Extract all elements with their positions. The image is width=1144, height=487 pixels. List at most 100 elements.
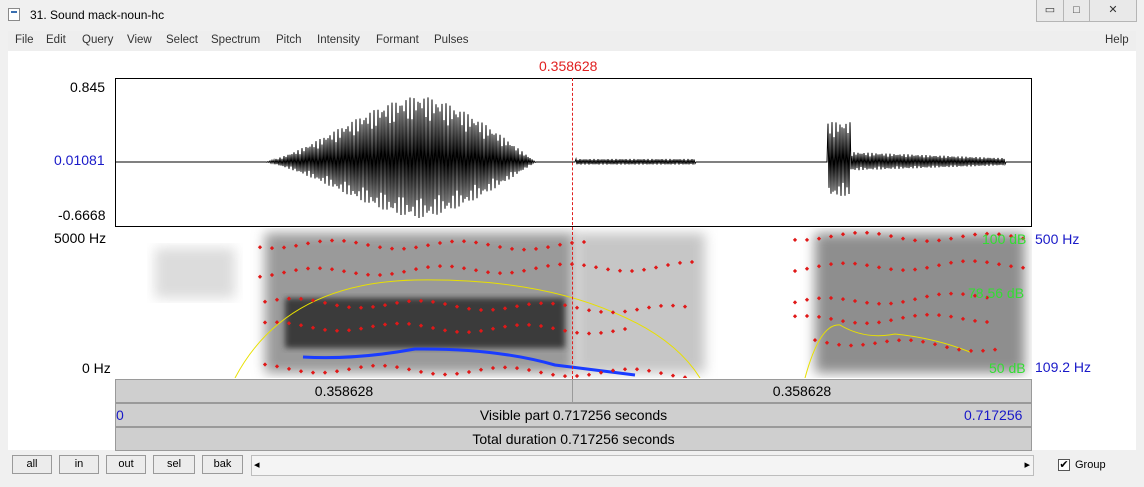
formant-point <box>622 367 628 372</box>
spectrogram-panel[interactable] <box>115 228 1032 378</box>
visible-start-label: 0 <box>116 407 124 423</box>
formant-point <box>804 297 810 302</box>
time-bar-left[interactable]: 0.358628 <box>115 379 573 403</box>
spectrogram-energy-fricative <box>815 233 1025 373</box>
formant-point <box>912 297 918 302</box>
intensity-curve-2 <box>804 324 971 378</box>
formant-point <box>824 340 830 345</box>
formant-point <box>792 300 798 305</box>
formant-point <box>442 372 448 377</box>
formant-point <box>610 329 616 334</box>
waveform-panel[interactable] <box>115 78 1032 227</box>
formant-point <box>586 308 592 313</box>
intensity-mid-label: 78.56 dB <box>968 285 1025 301</box>
cursor-line <box>572 78 573 379</box>
formant-point <box>526 302 532 307</box>
formant-point <box>804 313 810 319</box>
spectrogram-image <box>155 230 1026 378</box>
formant-point <box>646 368 652 373</box>
menu-view[interactable]: View <box>127 34 152 46</box>
zoom-out-button[interactable]: out <box>106 455 146 474</box>
formant-point <box>298 323 304 328</box>
formant-point <box>538 301 544 306</box>
formant-point <box>792 237 798 243</box>
zoom-all-button[interactable]: all <box>12 455 52 474</box>
total-duration-bar[interactable]: Total duration 0.717256 seconds <box>115 427 1032 451</box>
menu-formant[interactable]: Formant <box>376 34 419 46</box>
menu-bar <box>8 31 1136 51</box>
formant-point <box>562 373 568 378</box>
spectrogram-top-freq: 5000 Hz <box>54 230 107 246</box>
formant-point <box>574 373 580 378</box>
spectrogram-energy-tail <box>575 233 705 373</box>
title-bar <box>0 0 1144 30</box>
formant-point <box>852 320 858 325</box>
scroll-right-arrow-icon[interactable]: ▸ <box>1024 459 1030 471</box>
formant-point <box>490 326 496 331</box>
pitch-contour <box>302 347 636 377</box>
menu-pulses[interactable]: Pulses <box>434 34 469 46</box>
formant-point <box>864 300 870 305</box>
minimize-button[interactable]: ▭ <box>1036 0 1064 22</box>
formant-point <box>262 299 268 304</box>
formant-point <box>896 338 902 343</box>
menu-query[interactable]: Query <box>82 34 114 46</box>
scroll-left-arrow-icon[interactable]: ◂ <box>254 459 260 471</box>
spectrogram-bottom-freq: 0 Hz <box>82 360 111 376</box>
horizontal-scrollbar[interactable]: ◂ ▸ <box>251 455 1034 476</box>
menu-file[interactable]: File <box>15 34 34 46</box>
formant-point <box>670 373 676 378</box>
close-button[interactable]: ✕ <box>1089 0 1137 22</box>
group-label: Group <box>1075 459 1106 471</box>
formant-point <box>346 328 352 333</box>
menu-intensity[interactable]: Intensity <box>317 34 360 46</box>
formant-point <box>872 341 878 346</box>
formant-point <box>804 266 810 271</box>
formant-point <box>562 328 568 333</box>
formant-point <box>346 305 352 310</box>
formant-point <box>514 304 520 309</box>
formant-point <box>920 339 926 344</box>
menu-pitch[interactable]: Pitch <box>276 34 302 46</box>
formant-point <box>804 237 810 243</box>
menu-select[interactable]: Select <box>166 34 198 46</box>
waveform-trace <box>116 97 1031 219</box>
formant-point <box>490 307 496 312</box>
waveform-path <box>116 97 1031 219</box>
formant-point <box>634 367 640 372</box>
formant-point <box>912 313 918 318</box>
time-bar-right[interactable]: 0.358628 <box>572 379 1032 403</box>
formant-point <box>274 320 280 325</box>
menu-spectrum[interactable]: Spectrum <box>211 34 261 46</box>
formant-point <box>334 328 340 333</box>
zoom-in-button[interactable]: in <box>59 455 99 474</box>
visible-part-bar[interactable]: Visible part 0.717256 seconds <box>115 403 1032 427</box>
formant-point <box>346 367 352 372</box>
maximize-button[interactable]: □ <box>1063 0 1090 22</box>
menu-help[interactable]: Help <box>1105 34 1129 46</box>
formant-point <box>876 301 882 306</box>
formant-point <box>274 297 280 302</box>
group-checkbox[interactable]: ✔ <box>1058 459 1070 471</box>
zoom-sel-button[interactable]: sel <box>153 455 195 474</box>
formant-point <box>257 245 263 250</box>
formant-point <box>682 375 688 378</box>
formant-point <box>466 306 472 311</box>
pitch-min-label: 109.2 Hz <box>1035 359 1092 375</box>
formant-point <box>586 372 592 377</box>
menu-edit[interactable]: Edit <box>46 34 66 46</box>
zoom-back-button[interactable]: bak <box>202 455 243 474</box>
formant-point <box>298 369 304 374</box>
formant-point <box>932 342 938 347</box>
spectrogram-energy-noise <box>155 248 235 298</box>
waveform-min-label: -0.6668 <box>58 207 106 223</box>
spectrogram-energy-formant-band <box>285 298 565 348</box>
formant-point <box>358 305 364 310</box>
app-icon <box>8 8 20 21</box>
formant-point <box>430 371 436 376</box>
formant-point <box>816 296 822 301</box>
intensity-min-label: 50 dB <box>989 360 1026 376</box>
formant-point <box>550 326 556 331</box>
intensity-curve-1 <box>234 279 701 378</box>
waveform-zero-label: 0.01081 <box>54 152 105 168</box>
